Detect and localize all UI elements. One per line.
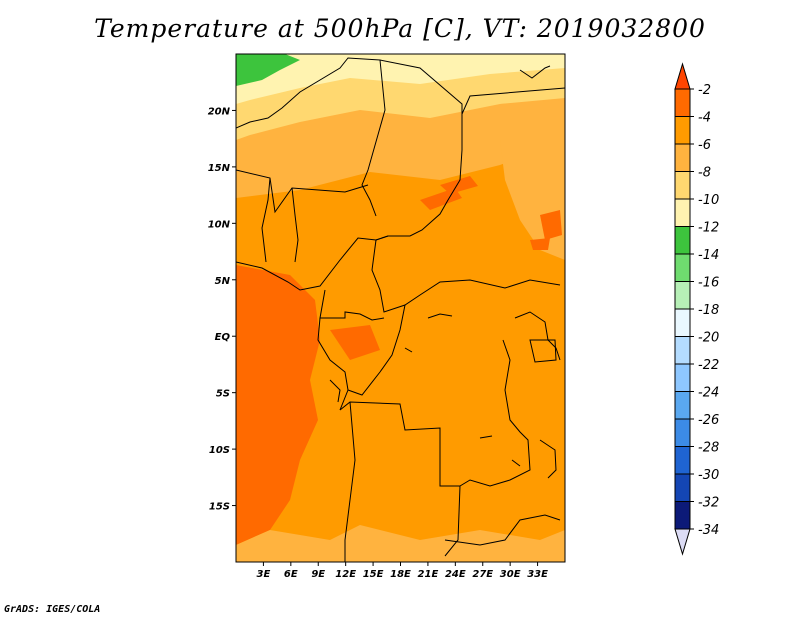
chart-title: Temperature at 500hPa [C], VT: 201903280… [94,14,706,43]
colorbar-segment [674,281,691,310]
boundary-line [427,313,453,319]
field-patch [540,210,562,240]
x-tick-label: 21E [418,569,439,580]
boundary-line [529,339,557,363]
colorbar-segment [674,363,691,392]
field-patch [530,238,550,250]
colorbar-segment [674,143,691,172]
x-tick-label: 9E [311,569,325,580]
colorbar-segment [674,198,691,227]
colorbar-segment [674,308,691,337]
x-tick-label: 12E [335,569,356,580]
colorbar-label: -32 [698,496,719,511]
colorbar: -2 -4 -6 -8 -10 -12 -14 -16 -18 -20 -22 -24 -26 -28 -3… [674,62,719,556]
boundary-line [539,439,557,479]
x-tick-label: 30E [500,569,521,580]
boundary-line [371,239,561,313]
colorbar-label: -14 [698,248,719,263]
colorbar-label: -24 [698,386,719,401]
colorbar-segment [674,391,691,420]
boundary-line [317,317,349,411]
x-axis-ticks: 3E 6E 9E 12E 15E 18E 21E 24E 27E 30E 33E [257,562,548,580]
boundary-line [479,435,493,439]
x-tick-label: 3E [257,569,271,580]
colorbar-segment [674,336,691,365]
boundary-line [261,177,271,263]
boundary-line [329,379,341,403]
colorbar-label: -18 [698,303,719,318]
boundary-line [347,304,406,396]
colorbar-segment [674,171,691,200]
y-tick-label: 20N [208,106,231,117]
colorbar-label: -26 [698,413,719,428]
field-band-south [236,525,565,562]
colorbar-label: -22 [698,358,719,373]
colorbar-segment [674,88,691,117]
boundary-line [339,401,461,557]
colorbar-segment [674,116,691,145]
field-patch [330,325,380,360]
colorbar-label: -30 [698,468,719,483]
boundaries [236,57,565,562]
colorbar-segment [674,253,691,282]
colorbar-segment [674,501,691,530]
y-tick-label: 5N [215,276,231,287]
x-tick-label: 33E [527,569,548,580]
field-band-minus4 [236,265,320,545]
boundary-line [444,514,561,546]
credit-text: GrADS: IGES/COLA [4,604,101,615]
y-tick-label: EQ [215,332,231,343]
x-tick-label: 27E [472,569,493,580]
x-tick-label: 18E [390,569,411,580]
field-band-minus14 [236,54,300,86]
y-axis-ticks: 20N 15N 10N 5N EQ 5S 10S 15S [208,106,236,513]
colorbar-label: -4 [698,111,711,126]
boundary-line [291,187,299,263]
boundary-line [344,401,356,562]
boundary-line [361,59,386,217]
colorbar-label: -20 [698,331,719,346]
colorbar-label: -10 [698,193,719,208]
x-tick-label: 24E [445,569,466,580]
colorbar-label: -12 [698,221,719,236]
boundary-line [236,235,389,291]
y-tick-label: 15S [209,502,230,513]
colorbar-label: -8 [698,166,711,181]
colorbar-segment [674,446,691,475]
boundary-line [375,114,463,241]
x-tick-label: 15E [363,569,384,580]
boundary-line [511,459,521,467]
colorbar-segment [674,473,691,502]
temperature-field [236,54,565,562]
y-tick-label: 10N [208,219,231,230]
colorbar-label: -28 [698,441,719,456]
colorbar-segment [674,226,691,255]
boundary-line [514,311,561,361]
colorbar-bottom-arrow [674,528,691,556]
boundary-line [404,347,413,353]
field-band-minus12 [236,54,565,104]
y-tick-label: 10S [209,445,230,456]
colorbar-label: -6 [698,138,711,153]
y-tick-label: 5S [216,389,230,400]
colorbar-label: -16 [698,276,719,291]
colorbar-segment [674,418,691,447]
field-patch [440,176,478,194]
colorbar-label: -34 [698,523,719,538]
boundary-line [519,65,551,79]
colorbar-label: -2 [698,83,711,98]
colorbar-top-arrow [674,62,691,90]
y-tick-label: 15N [208,163,231,174]
boundary-line [236,169,369,214]
boundary-line [459,339,531,487]
x-tick-label: 6E [284,569,298,580]
